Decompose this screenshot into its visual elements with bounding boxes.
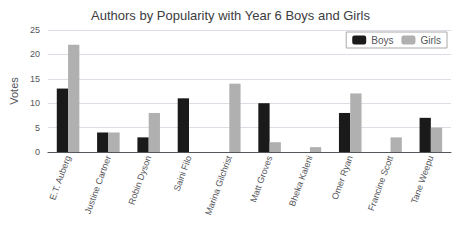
svg-text:Bheka Kaleni: Bheka Kaleni — [287, 154, 315, 207]
svg-text:E.T. Auberg: E.T. Auberg — [47, 154, 72, 201]
svg-text:Tane Weepu: Tane Weepu — [409, 154, 436, 205]
svg-text:Authors by Popularity with Yea: Authors by Popularity with Year 6 Boys a… — [91, 8, 370, 23]
svg-text:Marina Gilchrist: Marina Gilchrist — [203, 154, 234, 217]
svg-text:25: 25 — [30, 25, 40, 35]
svg-text:5: 5 — [35, 123, 40, 133]
svg-text:Justine Cartner: Justine Cartner — [83, 154, 113, 215]
svg-text:Girls: Girls — [420, 35, 441, 46]
svg-text:Matt Groves: Matt Groves — [248, 154, 274, 204]
svg-text:10: 10 — [30, 98, 40, 108]
svg-text:Boys: Boys — [371, 35, 393, 46]
svg-text:Saini Filo: Saini Filo — [172, 154, 194, 192]
svg-text:15: 15 — [30, 74, 40, 84]
svg-text:20: 20 — [30, 49, 40, 59]
svg-text:Omer Ryan: Omer Ryan — [330, 154, 355, 201]
svg-text:Votes: Votes — [8, 77, 20, 105]
svg-text:Robin Dyson: Robin Dyson — [126, 154, 153, 206]
svg-text:0: 0 — [35, 147, 40, 157]
svg-text:Francine Scott: Francine Scott — [366, 154, 395, 212]
